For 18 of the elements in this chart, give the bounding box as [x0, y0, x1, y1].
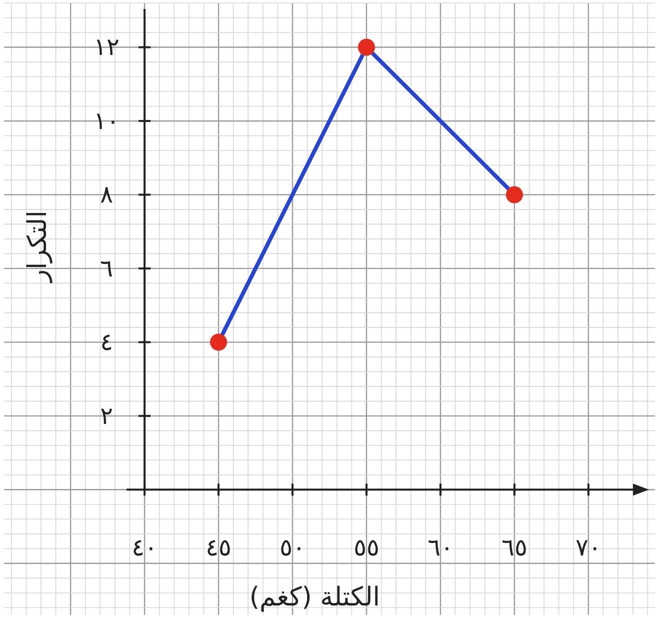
x-tick-label: ٧٠ — [576, 534, 602, 562]
point — [506, 186, 523, 204]
x-tick-label: ٤٠ — [132, 534, 158, 562]
x-tick-label: ٤٥ — [206, 534, 232, 562]
point — [210, 334, 228, 351]
point — [358, 38, 375, 56]
y-tick-label: ٨ — [100, 180, 114, 209]
y-tick-label: ٤ — [100, 328, 113, 356]
x-tick-label: ٦٠ — [428, 534, 454, 562]
x-tick-label: ٦٥ — [502, 534, 528, 562]
y-tick-label: ٦ — [100, 254, 113, 282]
y-tick-label: ١٢ — [94, 33, 120, 62]
y-axis-title: التكرار — [23, 210, 53, 284]
y-tick-label: ٢ — [100, 402, 113, 430]
x-axis-title: الكتلة (كغم) — [249, 582, 380, 613]
y-tick-label: ١٠ — [94, 106, 120, 135]
x-tick-label: ٥٥ — [354, 534, 380, 562]
x-tick-label: ٥٠ — [280, 534, 306, 562]
